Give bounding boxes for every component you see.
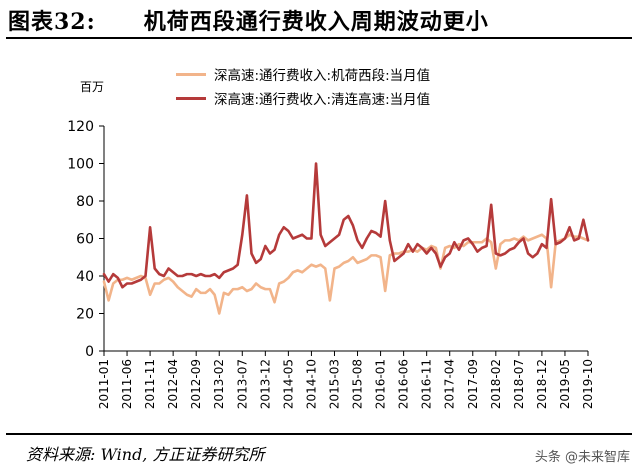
chart-legend: 深高速:通行费收入:机荷西段:当月值 深高速:通行费收入:清连高速:当月值 xyxy=(176,62,430,110)
chart-title: 机荷西段通行费收入周期波动更小 xyxy=(143,9,489,35)
legend-item-series-1: 深高速:通行费收入:机荷西段:当月值 xyxy=(176,62,430,86)
legend-swatch-series-2 xyxy=(176,96,206,100)
figure-header: 图表32: 机荷西段通行费收入周期波动更小 xyxy=(0,0,640,40)
source-rule xyxy=(6,433,632,435)
x-tick-label: 2014-10 xyxy=(304,359,318,409)
figure-title: 图表32: 机荷西段通行费收入周期波动更小 xyxy=(8,4,489,36)
x-tick-label: 2011-06 xyxy=(120,359,134,409)
x-tick-label: 2013-12 xyxy=(258,359,272,409)
x-tick-label: 2011-01 xyxy=(97,359,111,409)
figure-label: 图表32: xyxy=(8,9,96,35)
y-tick-label: 0 xyxy=(85,344,94,360)
x-tick-label: 2019-10 xyxy=(581,359,595,409)
x-tick-label: 2015-03 xyxy=(327,359,341,409)
legend-label-series-1: 深高速:通行费收入:机荷西段:当月值 xyxy=(214,68,431,84)
series-line-2 xyxy=(102,162,590,289)
x-tick-label: 2016-06 xyxy=(397,359,411,409)
x-tick-label: 2017-09 xyxy=(466,359,480,409)
legend-label-series-2: 深高速:通行费收入:清连高速:当月值 xyxy=(214,92,431,108)
x-tick-label: 2018-07 xyxy=(512,359,526,409)
x-tick-label: 2011-11 xyxy=(143,359,157,409)
x-tick-label: 2016-01 xyxy=(374,359,388,409)
x-tick-label: 2018-02 xyxy=(489,359,503,409)
x-tick-label: 2016-11 xyxy=(420,359,434,409)
legend-item-series-2: 深高速:通行费收入:清连高速:当月值 xyxy=(176,86,430,110)
y-tick-label: 40 xyxy=(76,269,94,285)
series-line-1 xyxy=(102,233,590,315)
y-axis-unit: 百万 xyxy=(80,80,105,94)
y-tick-label: 80 xyxy=(76,194,94,210)
x-tick-label: 2014-05 xyxy=(281,359,295,409)
x-tick-label: 2015-08 xyxy=(351,359,365,409)
header-rule xyxy=(6,37,632,39)
watermark: 头条 @未来智库 xyxy=(534,450,630,465)
legend-swatch-series-1 xyxy=(176,72,206,76)
x-tick-label: 2018-12 xyxy=(535,359,549,409)
x-tick-label: 2017-04 xyxy=(443,359,457,409)
x-tick-label: 2012-04 xyxy=(166,359,180,409)
source-note: 资料来源: Wind, 方正证券研究所 xyxy=(26,445,265,464)
y-tick-label: 100 xyxy=(67,157,94,173)
y-tick-label: 60 xyxy=(76,232,94,248)
x-tick-label: 2013-07 xyxy=(235,359,249,409)
y-tick-label: 120 xyxy=(67,119,94,135)
y-tick-label: 20 xyxy=(76,307,94,323)
x-tick-label: 2012-09 xyxy=(189,359,203,409)
x-tick-label: 2019-05 xyxy=(558,359,572,409)
x-tick-label: 2013-02 xyxy=(212,359,226,409)
